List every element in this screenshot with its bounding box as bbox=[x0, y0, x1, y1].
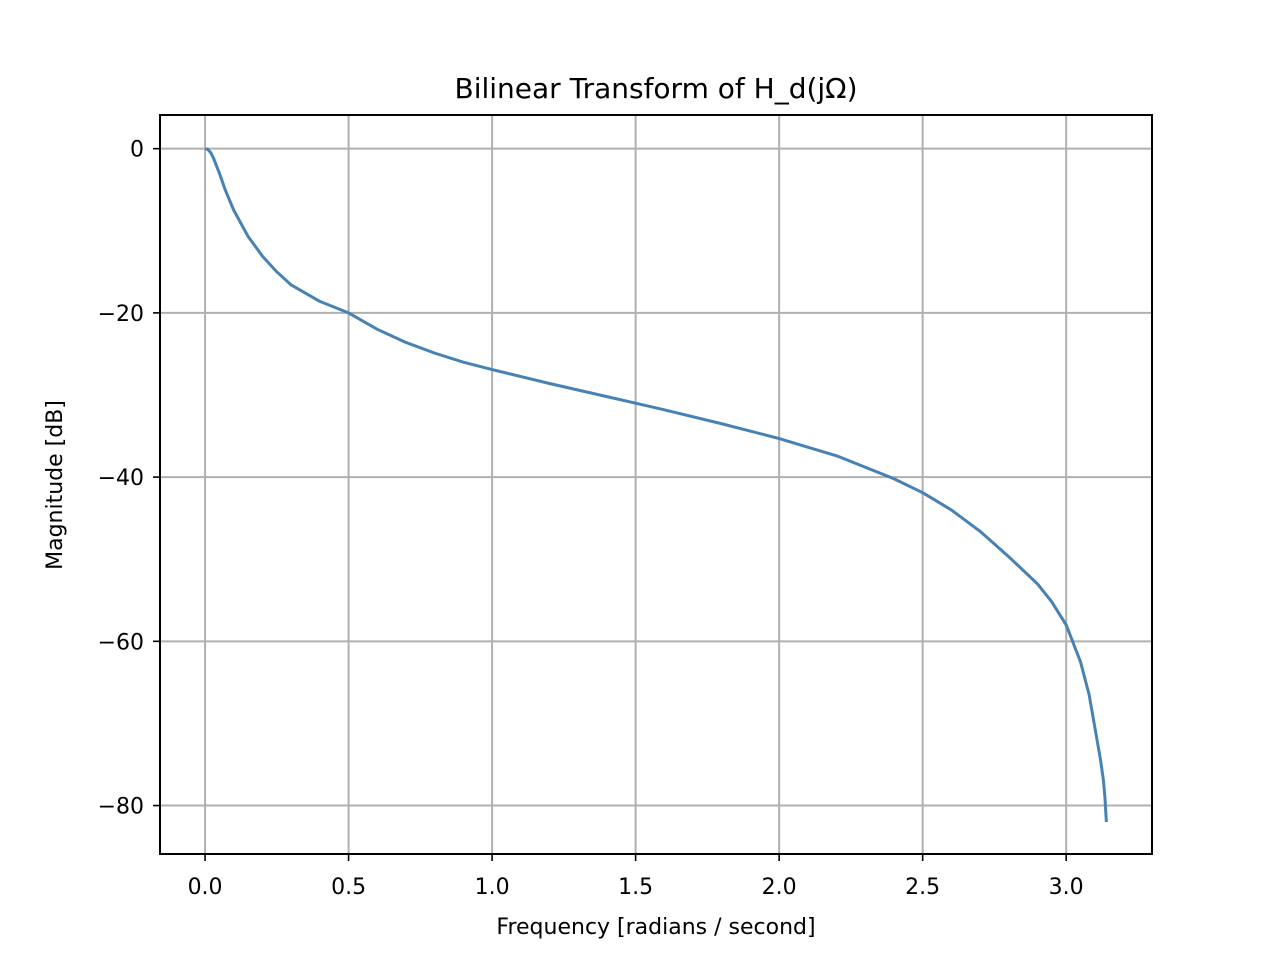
x-tick-label: 2.0 bbox=[762, 875, 797, 900]
tick-marks bbox=[153, 147, 1067, 861]
x-tick-label: 2.5 bbox=[905, 875, 940, 900]
y-tick-label: −20 bbox=[98, 302, 144, 327]
chart-title: Bilinear Transform of H_d(jΩ) bbox=[454, 72, 857, 105]
x-tick-label: 1.5 bbox=[618, 875, 653, 900]
series-layer bbox=[204, 147, 1108, 823]
x-tick-labels: 0.0 0.5 1.0 1.5 2.0 2.5 3.0 bbox=[188, 875, 1084, 900]
y-tick-label: 0 bbox=[130, 138, 144, 163]
x-tick-label: 0.5 bbox=[331, 875, 366, 900]
x-tick-label: 0.0 bbox=[188, 875, 223, 900]
x-tick-label: 1.0 bbox=[475, 875, 510, 900]
series-line-0 bbox=[204, 147, 1108, 823]
y-tick-label: −80 bbox=[98, 795, 144, 820]
x-tick-label: 3.0 bbox=[1049, 875, 1084, 900]
y-tick-label: −60 bbox=[98, 630, 144, 655]
plot-area-frame bbox=[159, 114, 1153, 855]
grid-lines bbox=[160, 115, 1152, 854]
y-tick-label: −40 bbox=[98, 466, 144, 491]
x-axis-label: Frequency [radians / second] bbox=[496, 915, 815, 940]
y-tick-labels: 0 −20 −40 −60 −80 bbox=[98, 138, 144, 820]
y-axis-label: Magnitude [dB] bbox=[43, 400, 68, 570]
